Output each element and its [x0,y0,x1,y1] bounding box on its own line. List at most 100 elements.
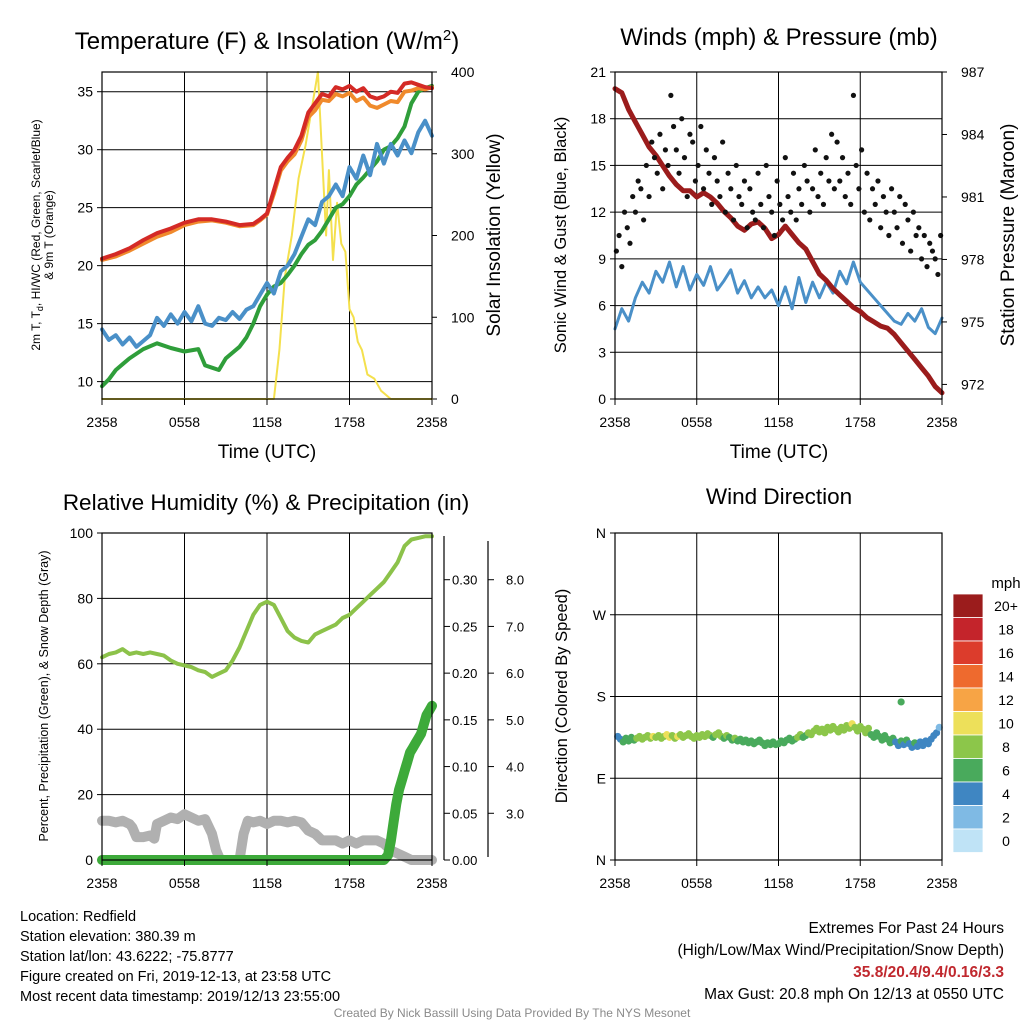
humidity-line [100,534,434,679]
gust-point [839,155,846,161]
legend-label: 10 [998,715,1014,731]
precip-ytick-label: 0.20 [452,666,477,681]
winds-ytick-label: 3 [598,344,606,360]
gust-point [700,186,707,192]
gust-point [657,131,663,137]
gust-point [769,209,775,215]
gust-point [673,147,679,153]
gust-point [624,225,630,231]
extremes-subtitle: (High/Low/Max Wind/Precipitation/Snow De… [677,942,1005,959]
gust-point [861,209,867,215]
gust-point [910,209,916,215]
gust-point [679,116,685,122]
gust-point [698,123,704,130]
gust-point [905,217,911,223]
pressure-ytick-label: 975 [961,314,985,330]
gust-point [864,170,870,176]
wind-direction-ytick-label: N [596,852,606,868]
extremes-title: Extremes For Past 24 Hours [808,920,1004,937]
gust-point [706,170,712,176]
legend-label: 4 [1002,786,1010,802]
legend-swatch [952,828,984,853]
insolation-ytick-label: 0 [451,391,459,407]
gust-point [670,123,677,130]
gust-point [771,232,778,239]
gust-point [875,178,881,184]
gust-point [888,186,895,192]
legend-swatch [952,758,984,783]
gust-point [837,178,843,184]
legend-label: 6 [1002,762,1010,778]
gust-point [927,240,933,246]
legend-swatch [952,734,984,759]
humidity-xtick-label: 2358 [86,875,117,891]
gust-point [733,162,739,169]
gust-point [665,162,671,169]
wind-speed-line [613,260,944,336]
gust-point [859,147,865,153]
gust-point [924,264,930,270]
gust-point [823,155,829,161]
snow-ytick-label: 6.0 [506,666,524,681]
winds-ytick-label: 6 [598,298,606,314]
gust-point [758,201,764,207]
gust-point [872,201,878,207]
winds-ytick-label: 21 [590,64,606,80]
gust-point [687,131,693,137]
gust-point [790,170,797,176]
legend-label: 20+ [994,598,1018,614]
gust-point [774,178,780,184]
gust-point [630,193,636,200]
winds-xtick-label: 1758 [845,414,876,430]
legend-label: 2 [1002,809,1010,825]
wind-direction-ylabel: Direction (Colored By Speed) [553,589,571,804]
gust-point [638,186,644,192]
winds-ytick-label: 12 [590,204,606,220]
gust-point [714,178,720,184]
pressure-line [612,86,945,396]
legend-label: 16 [998,645,1014,661]
pressure-ytick-label: 972 [961,376,985,392]
station-latlon: Station lat/lon: 43.6222; -75.8777 [20,949,234,965]
wind-direction-ytick-label: S [597,689,606,705]
legend-label: 18 [998,621,1014,637]
legend-title: mph [991,575,1020,592]
gust-point [929,248,936,254]
gust-point [744,225,750,231]
gust-point [842,193,848,200]
gust-point [635,178,641,184]
gust-point [779,217,786,223]
wind-direction-ytick-label: W [593,607,607,623]
gust-point [815,193,821,200]
gust-point [711,155,718,161]
gust-point [916,225,922,231]
gust-point [747,186,753,192]
direction-point [897,698,905,706]
gust-point [641,217,647,223]
gust-point [935,271,941,278]
gust-point [722,209,728,215]
extremes-values: 35.8/20.4/9.4/0.16/3.3 [853,964,1004,981]
gust-point [621,209,628,215]
humidity-xtick-label: 1158 [252,875,282,891]
gust-point [676,170,682,176]
pressure-ytick-label: 981 [961,189,985,205]
gust-point [730,217,737,223]
gust-point [654,170,660,176]
humidity-ytick-label: 40 [77,721,93,737]
gust-point [725,170,731,176]
gust-point [760,225,767,231]
extremes-info: Extremes For Past 24 Hours (High/Low/Max… [678,918,1005,1006]
temperature-xtick-label: 1758 [334,414,365,430]
precip-ytick-label: 0.00 [452,853,477,868]
gust-point [788,209,794,215]
legend-label: 12 [998,692,1014,708]
gust-point [886,232,892,239]
insolation-ytick-label: 300 [451,146,475,162]
gust-point [619,264,625,270]
gust-point [695,162,701,169]
gust-point [646,193,652,200]
gust-point [812,147,818,153]
station-elevation: Station elevation: 380.39 m [20,929,196,945]
legend-swatch [952,781,984,806]
